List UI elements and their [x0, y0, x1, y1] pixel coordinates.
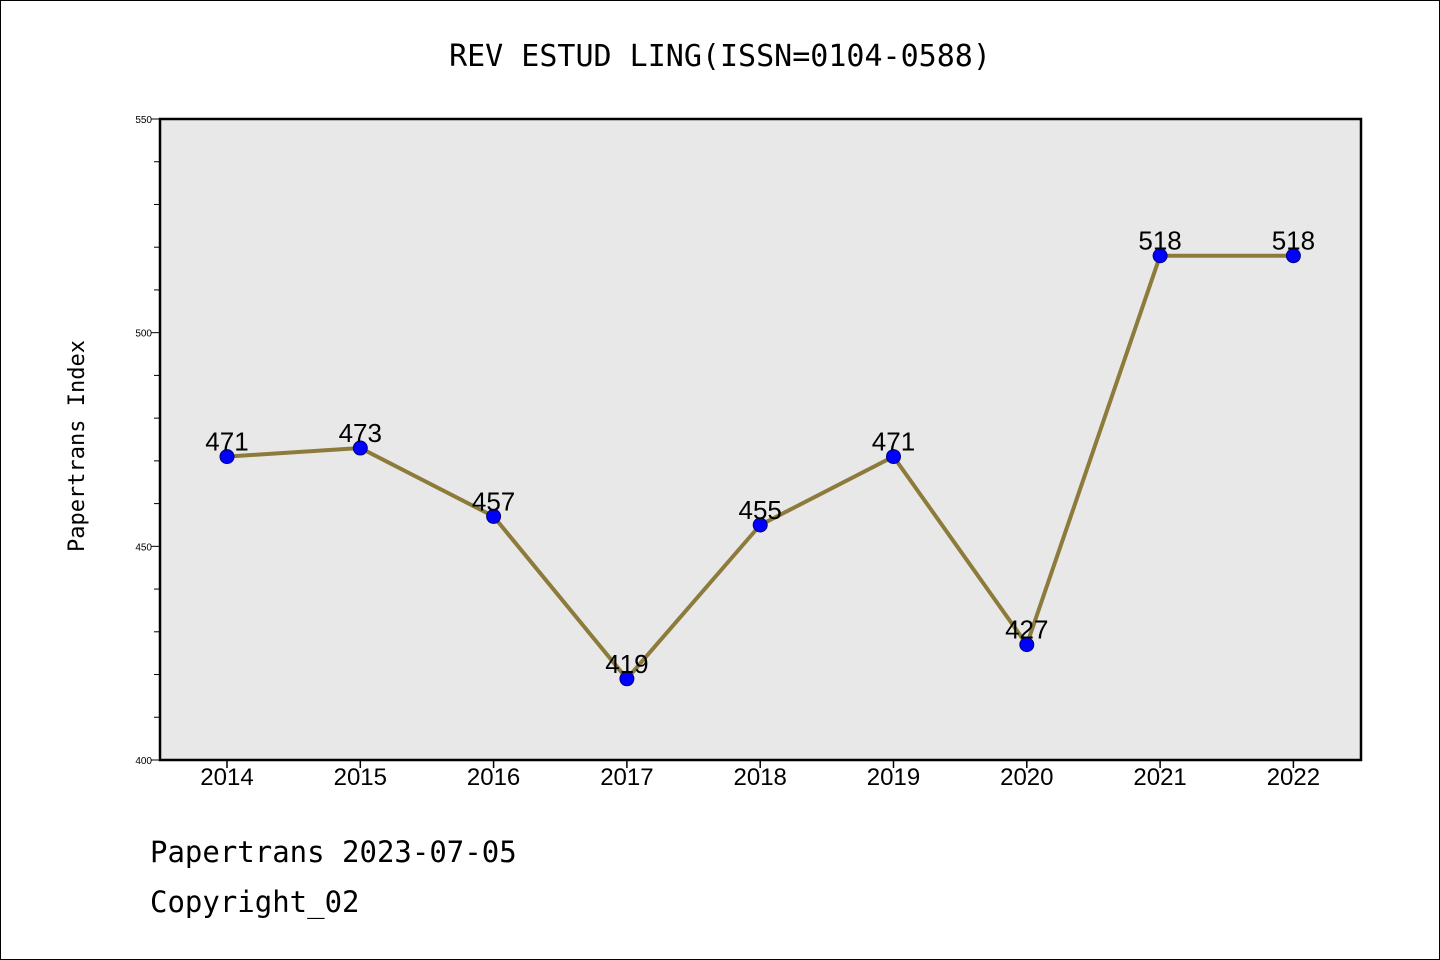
y-axis-ticks: 400 450 500 550 — [135, 115, 160, 767]
plot-area — [160, 119, 1361, 760]
data-label: 518 — [1272, 226, 1315, 256]
chart-title: REV ESTUD LING(ISSN=0104-0588) — [449, 39, 991, 74]
footer-date: Papertrans 2023-07-05 — [150, 835, 517, 869]
data-label: 427 — [1005, 615, 1048, 645]
data-labels: 471 473 457 419 455 471 427 518 518 — [205, 226, 1315, 679]
x-tick-label: 2020 — [1000, 764, 1053, 791]
data-point — [486, 508, 502, 524]
data-point — [219, 449, 235, 465]
data-label: 473 — [339, 418, 382, 448]
plot-border — [158, 117, 1363, 762]
data-point — [619, 671, 635, 687]
data-label: 455 — [739, 495, 782, 525]
x-tick-label: 2017 — [600, 764, 653, 791]
x-tick-label: 2014 — [200, 764, 253, 791]
x-tick-label: 2018 — [734, 764, 787, 791]
x-tick-label: 2015 — [334, 764, 387, 791]
y-tick-label: 400 — [135, 756, 152, 767]
data-point — [886, 449, 901, 465]
y-tick-label: 550 — [135, 115, 152, 126]
x-tick-label: 2019 — [867, 764, 920, 791]
data-label: 471 — [872, 427, 915, 457]
data-point — [352, 440, 368, 456]
series-markers — [219, 248, 1301, 687]
data-label: 471 — [205, 427, 248, 457]
data-point — [1285, 248, 1301, 264]
data-point — [1152, 248, 1168, 264]
y-tick-label: 500 — [135, 329, 152, 340]
data-point — [1019, 637, 1035, 653]
x-tick-label: 2022 — [1267, 764, 1320, 791]
x-tick-label: 2021 — [1133, 764, 1186, 791]
data-point — [752, 517, 768, 533]
data-label: 419 — [605, 649, 648, 679]
data-label: 518 — [1138, 226, 1181, 256]
y-tick-label: 450 — [135, 542, 152, 553]
data-label: 457 — [472, 486, 515, 516]
footer-copyright: Copyright_02 — [150, 885, 360, 919]
y-axis-label: Papertrans Index — [65, 340, 90, 552]
x-tick-label: 2016 — [467, 764, 520, 791]
x-axis-ticks: 2014 2015 2016 2017 2018 2019 2020 2021 2022 — [200, 760, 1320, 791]
